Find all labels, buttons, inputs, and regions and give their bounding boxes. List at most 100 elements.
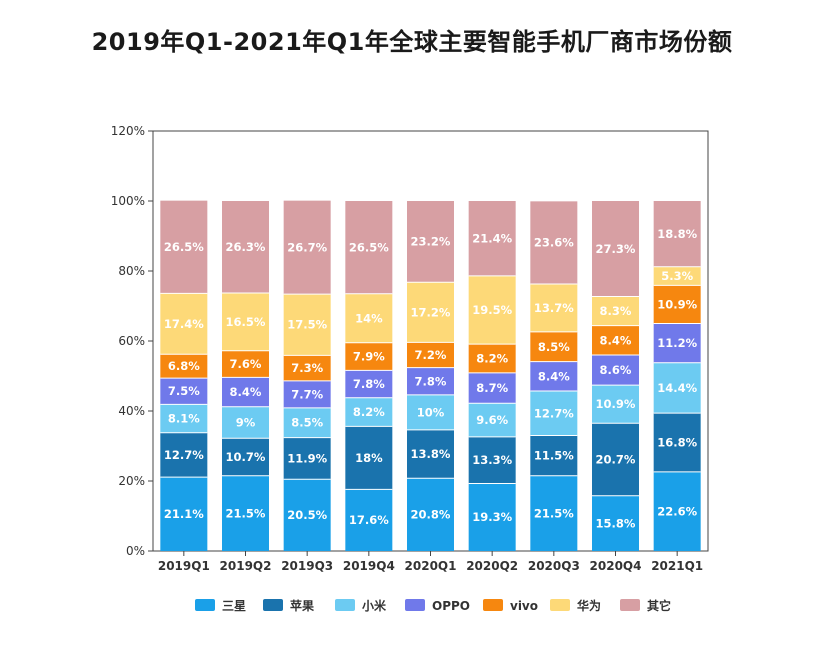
y-tick-label: 120% — [111, 124, 145, 138]
axes: 0% 20% 40% 60% 80% 100% 120% 2019Q1 2019Q2 2019Q3… — [111, 124, 709, 573]
bar-segment — [530, 391, 578, 436]
bar-segment — [653, 201, 701, 267]
data-label: 18% — [355, 451, 383, 465]
bar-segment — [345, 201, 393, 294]
bar-segment — [468, 201, 516, 276]
data-label: 7.7% — [291, 387, 323, 401]
x-tick-label: 2019Q4 — [343, 559, 395, 573]
bar-segment — [160, 200, 208, 294]
bar-segment — [407, 429, 454, 479]
data-label: 8.4% — [538, 369, 570, 383]
bar-segment — [592, 296, 639, 326]
legend-label: 三星 — [222, 599, 246, 613]
data-label: 7.8% — [415, 374, 447, 388]
data-label: 7.3% — [291, 361, 323, 375]
legend-label: 华为 — [577, 598, 601, 613]
bar-segment — [653, 413, 701, 472]
x-tick-label: 2019Q2 — [220, 559, 272, 573]
legend-swatch — [483, 599, 503, 611]
bars: 21.1% 12.7% 8.1% 7.5% 6.8% 17.4% 26.5% 21.5% 10.… — [160, 200, 701, 551]
data-label: 6.8% — [168, 359, 200, 373]
data-label: 9.6% — [476, 413, 508, 427]
data-label: 12.7% — [164, 448, 204, 462]
data-label: 16.5% — [226, 315, 266, 329]
legend-swatch — [405, 599, 425, 611]
data-label: 8.5% — [291, 416, 323, 430]
bar-segment — [222, 406, 269, 439]
data-label: 20.7% — [596, 452, 636, 466]
data-label: 10.7% — [226, 450, 266, 464]
bar-segment — [222, 377, 269, 407]
data-label: 9% — [236, 416, 256, 430]
x-tick-label: 2019Q3 — [281, 559, 333, 573]
bar-segment — [407, 394, 454, 430]
bar-segment — [592, 495, 639, 551]
data-label: 13.8% — [411, 447, 451, 461]
bar-segment — [530, 283, 578, 332]
data-label: 17.4% — [164, 317, 204, 331]
data-label: 11.5% — [534, 449, 574, 463]
data-label: 7.5% — [168, 384, 200, 398]
bar-segment — [407, 282, 454, 343]
bar-segment — [222, 475, 269, 551]
bar-segment — [407, 367, 454, 395]
data-label: 18.8% — [657, 227, 697, 241]
y-tick-label: 40% — [118, 404, 145, 418]
y-tick-label: 80% — [118, 264, 145, 278]
bar-segment — [592, 355, 639, 386]
bar-segment — [160, 293, 208, 355]
data-label: 14% — [355, 311, 383, 325]
legend-label: OPPO — [432, 599, 470, 613]
bar-segment — [592, 325, 639, 355]
data-label: 8.2% — [353, 405, 385, 419]
bar-segment — [468, 344, 516, 373]
data-label: 8.6% — [600, 363, 632, 377]
data-label: 13.7% — [534, 301, 574, 315]
legend-label: 苹果 — [290, 598, 314, 613]
bar-segment — [468, 275, 516, 345]
data-label: 8.3% — [600, 304, 632, 318]
data-label: 7.2% — [415, 348, 447, 362]
bar-segment — [468, 403, 516, 437]
data-label: 26.7% — [287, 240, 327, 254]
bar-segment — [653, 362, 701, 414]
bar-segment — [653, 285, 701, 324]
bar-segment — [345, 342, 393, 371]
bar-segment — [407, 342, 454, 368]
bar-segment — [530, 201, 578, 284]
chart-title: 2019年Q1-2021年Q1年全球主要智能手机厂商市场份额 — [91, 28, 733, 56]
bar-segment — [592, 201, 639, 297]
bar-segment — [222, 438, 269, 476]
data-label: 10.9% — [657, 297, 697, 311]
bar-segment — [160, 432, 208, 478]
bar-segment — [468, 483, 516, 551]
bar-segment — [160, 477, 208, 551]
bar-segment — [407, 478, 454, 551]
legend-swatch — [263, 599, 283, 611]
x-tick-label: 2020Q3 — [528, 559, 580, 573]
bar-segment — [653, 266, 701, 286]
bar-segment — [283, 407, 331, 438]
bar-segment — [653, 323, 701, 363]
data-label: 23.2% — [411, 235, 451, 249]
data-label: 14.4% — [657, 381, 697, 395]
data-label: 21.4% — [472, 231, 512, 245]
data-label: 7.8% — [353, 377, 385, 391]
legend-swatch — [335, 599, 355, 611]
x-tick-label: 2021Q1 — [651, 559, 703, 573]
legend-swatch — [620, 599, 640, 611]
bar-segment — [468, 436, 516, 484]
x-tick-label: 2020Q4 — [590, 559, 642, 573]
bar-segment — [160, 404, 208, 433]
data-label: 10.9% — [596, 397, 636, 411]
data-label: 8.7% — [476, 381, 508, 395]
data-label: 17.6% — [349, 513, 389, 527]
bar-segment — [468, 372, 516, 404]
bar-segment — [283, 437, 331, 480]
x-tick-label: 2020Q2 — [466, 559, 518, 573]
bar-segment — [283, 355, 331, 381]
data-label: 19.5% — [472, 303, 512, 317]
data-label: 10% — [417, 405, 445, 419]
legend: 三星 苹果 小米 OPPO vivo 华为 其它 — [195, 598, 671, 613]
